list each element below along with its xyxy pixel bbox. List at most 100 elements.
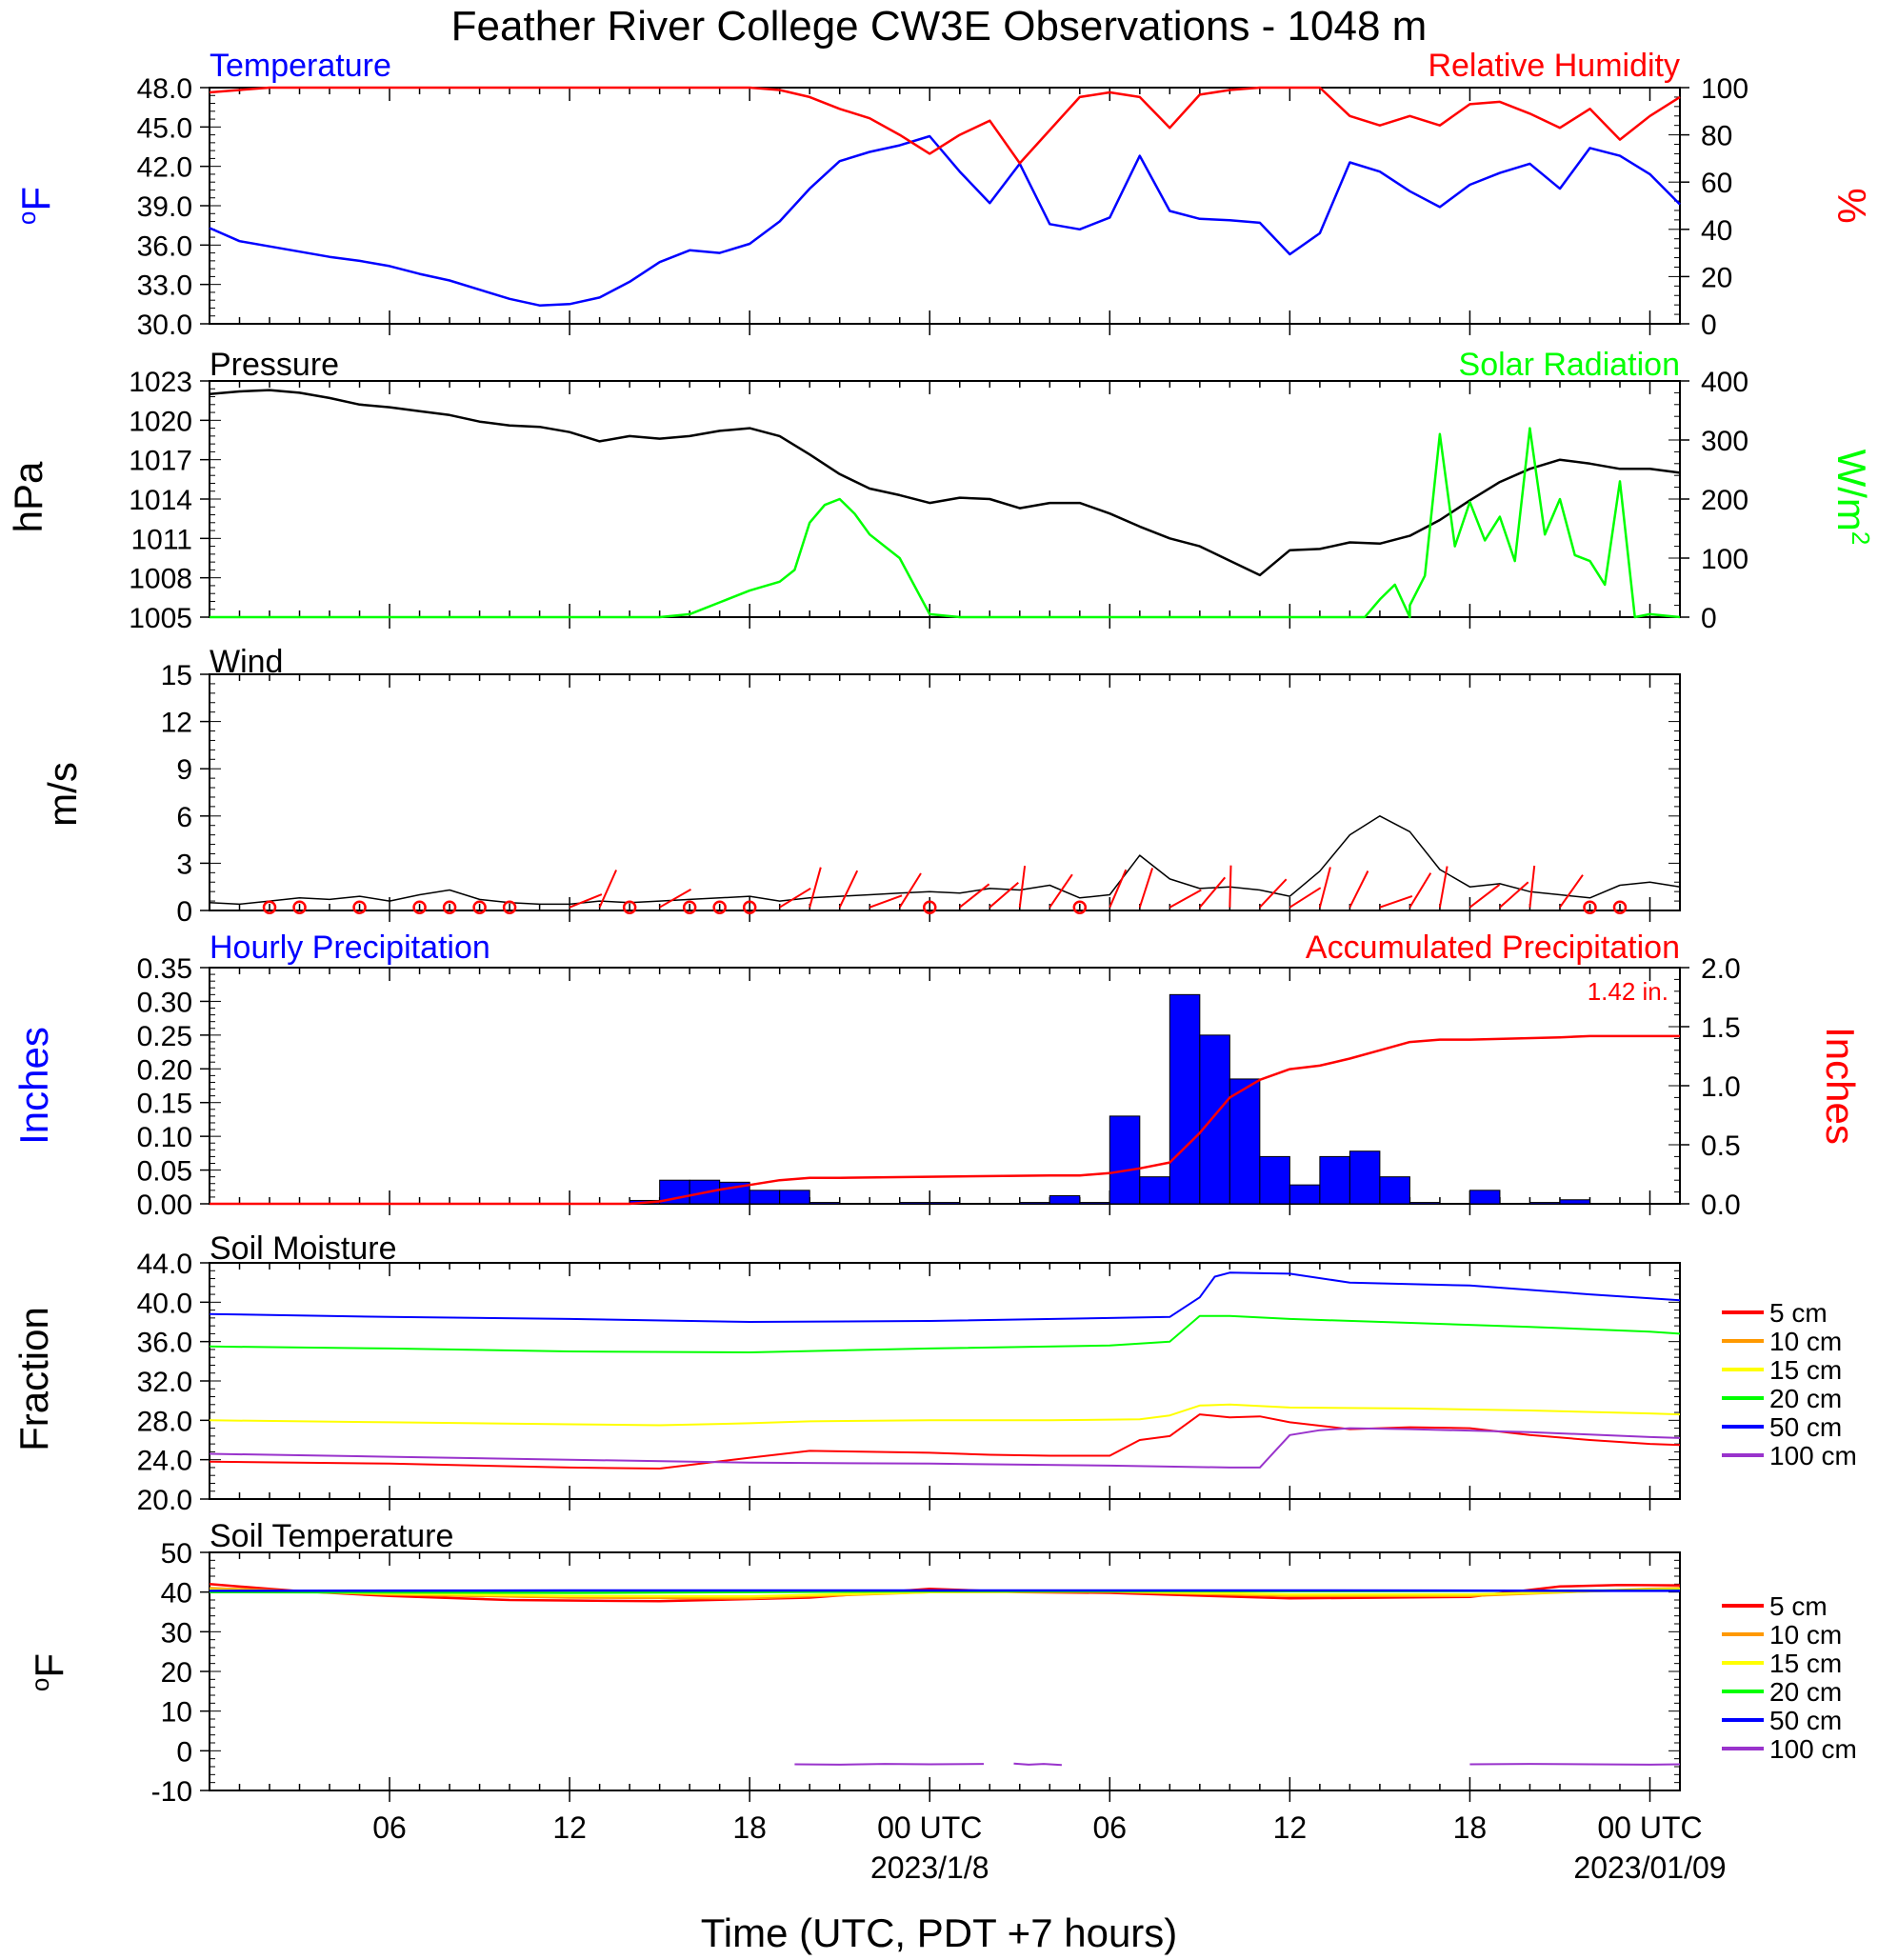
y-tick-label: 60 — [1701, 168, 1732, 199]
wind-barb — [569, 893, 603, 909]
calm-wind-marker — [262, 900, 277, 914]
y-tick-label: 0.10 — [137, 1122, 192, 1153]
y-tick-label: 100 — [1701, 544, 1748, 575]
soil-temperature-axis-unit: oF — [26, 1653, 71, 1691]
wind-barb — [1109, 869, 1128, 909]
wind-axis-unit: m/s — [40, 762, 85, 827]
hourly-precip-bar — [1468, 1190, 1501, 1205]
hourly-precip-bar — [1289, 1184, 1321, 1205]
wind-barb — [1259, 878, 1288, 909]
y-tick-label: 0 — [1701, 603, 1717, 634]
calm-wind-marker — [742, 900, 757, 914]
calm-wind-marker — [1583, 900, 1597, 914]
solar-radiation-line — [210, 427, 1681, 619]
x-tick-label: 00 UTC — [877, 1810, 982, 1845]
panel-frame — [209, 673, 1681, 911]
panel-soil-temperature: Soil Temperature oF — [26, 1518, 453, 1691]
soil-temp-100cm-segment — [794, 1763, 985, 1766]
hourly-precip-bar — [1019, 1202, 1050, 1205]
legend-label: 15 cm — [1769, 1649, 1842, 1678]
hourly-precip-bar — [1559, 1199, 1590, 1205]
wind-barb — [1528, 865, 1536, 908]
humidity-axis-unit: % — [1829, 188, 1874, 223]
wind-barb — [838, 870, 859, 909]
wind-barb — [1499, 881, 1529, 909]
x-tick-label: 06 — [372, 1810, 407, 1845]
wind-barb — [809, 867, 822, 908]
wind-barb — [1559, 874, 1584, 909]
y-tick-label: 10 — [161, 1697, 192, 1729]
y-tick-label: 24.0 — [137, 1446, 192, 1477]
y-tick-label: 40 — [1701, 215, 1732, 247]
legend-label: 15 cm — [1769, 1355, 1842, 1385]
calm-wind-marker — [682, 900, 697, 914]
calm-wind-marker — [922, 900, 937, 914]
y-tick-label: 1008 — [129, 564, 192, 595]
hourly-precip-bar — [1079, 1202, 1110, 1205]
y-tick-label: 1017 — [129, 446, 192, 477]
accum-precip-axis-unit: Inches — [1818, 1027, 1863, 1145]
calm-wind-marker — [1072, 900, 1088, 914]
soil-temperature-title: Soil Temperature — [210, 1518, 453, 1554]
y-tick-label: 0.5 — [1701, 1130, 1741, 1162]
x-tick-label: 06 — [1093, 1810, 1128, 1845]
panel-temperature-humidity: Temperature Relative Humidity oF % — [12, 48, 1874, 225]
hourly-precip-bar — [1049, 1194, 1081, 1205]
x-tick-label: 12 — [552, 1810, 587, 1845]
y-tick-label: 400 — [1701, 367, 1748, 398]
y-tick-label: 40.0 — [137, 1288, 192, 1319]
calm-wind-marker — [1612, 900, 1628, 914]
wind-barb — [1349, 870, 1369, 909]
hourly-precip-bar — [1319, 1155, 1350, 1205]
legend-label: 50 cm — [1769, 1412, 1842, 1442]
hourly-precip-bar — [1109, 1115, 1141, 1205]
panel-frame — [209, 1551, 1681, 1791]
y-tick-label: 40 — [161, 1578, 192, 1610]
y-tick-label: 30.0 — [137, 310, 192, 341]
wind-speed-line — [209, 815, 1681, 906]
panel-frame — [209, 87, 1681, 325]
hourly-precip-bar — [749, 1190, 781, 1205]
legend-label: 10 cm — [1769, 1327, 1842, 1356]
x-date-label: 2023/1/8 — [870, 1850, 989, 1885]
wind-barb — [598, 870, 618, 909]
soil-moisture-line — [209, 1314, 1681, 1353]
y-tick-label: 12 — [161, 708, 192, 739]
pressure-title: Pressure — [210, 347, 339, 383]
y-tick-label: 300 — [1701, 426, 1748, 457]
solar-title: Solar Radiation — [1459, 347, 1680, 383]
calm-wind-marker — [712, 900, 727, 914]
y-tick-label: 2.0 — [1701, 953, 1741, 985]
y-tick-label: 0.20 — [137, 1054, 192, 1086]
y-tick-label: 45.0 — [137, 112, 192, 144]
panel-pressure-solar: Pressure Solar Radiation hPa W/m2 — [6, 347, 1875, 545]
y-tick-label: 0.25 — [137, 1021, 192, 1052]
calm-wind-marker — [622, 900, 637, 914]
wind-barb — [959, 883, 990, 909]
y-tick-label: 0.35 — [137, 953, 192, 985]
wind-barb — [989, 881, 1019, 909]
legend-label: 20 cm — [1769, 1384, 1842, 1413]
legend-label: 100 cm — [1769, 1734, 1857, 1764]
wind-barb — [1408, 872, 1432, 909]
y-tick-label: 15 — [161, 660, 192, 691]
y-tick-label: 50 — [161, 1538, 192, 1570]
accum-precip-line — [210, 1034, 1680, 1206]
y-tick-label: -10 — [151, 1776, 192, 1808]
y-tick-label: 32.0 — [137, 1367, 192, 1398]
soil-temp-100cm-segment — [1013, 1762, 1062, 1767]
calm-wind-marker — [502, 900, 517, 914]
wind-barb — [1438, 866, 1448, 908]
hourly-precip-bar — [1528, 1202, 1561, 1205]
temperature-title: Temperature — [210, 48, 391, 84]
legend-label: 20 cm — [1769, 1677, 1842, 1707]
hourly-precip-bar — [1229, 1078, 1261, 1205]
y-tick-label: 33.0 — [137, 270, 192, 302]
x-tick-label: 18 — [1453, 1810, 1488, 1845]
wind-barb — [1468, 884, 1501, 909]
hourly-precip-title: Hourly Precipitation — [210, 930, 490, 966]
y-tick-label: 0.30 — [137, 987, 192, 1018]
calm-wind-marker — [292, 900, 307, 914]
y-tick-label: 0.00 — [137, 1190, 192, 1221]
hourly-precip-bar — [1408, 1202, 1441, 1205]
